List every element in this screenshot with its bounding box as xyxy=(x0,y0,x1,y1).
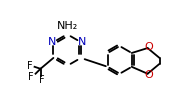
Text: O: O xyxy=(144,42,153,52)
Text: F: F xyxy=(39,75,44,85)
Text: F: F xyxy=(27,61,32,71)
Text: NH₂: NH₂ xyxy=(56,21,78,31)
Text: N: N xyxy=(78,37,86,47)
Text: N: N xyxy=(48,37,57,47)
Text: F: F xyxy=(28,72,33,82)
Text: O: O xyxy=(144,70,153,80)
